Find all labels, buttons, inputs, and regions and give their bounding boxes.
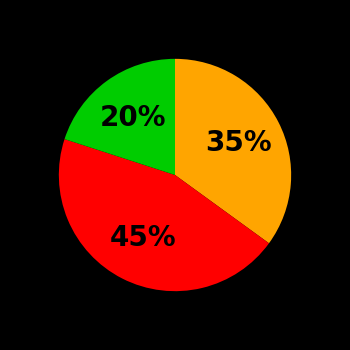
Text: 35%: 35% (205, 129, 272, 157)
Text: 20%: 20% (100, 104, 167, 132)
Wedge shape (64, 59, 175, 175)
Wedge shape (59, 139, 269, 291)
Text: 45%: 45% (110, 224, 176, 252)
Wedge shape (175, 59, 291, 243)
